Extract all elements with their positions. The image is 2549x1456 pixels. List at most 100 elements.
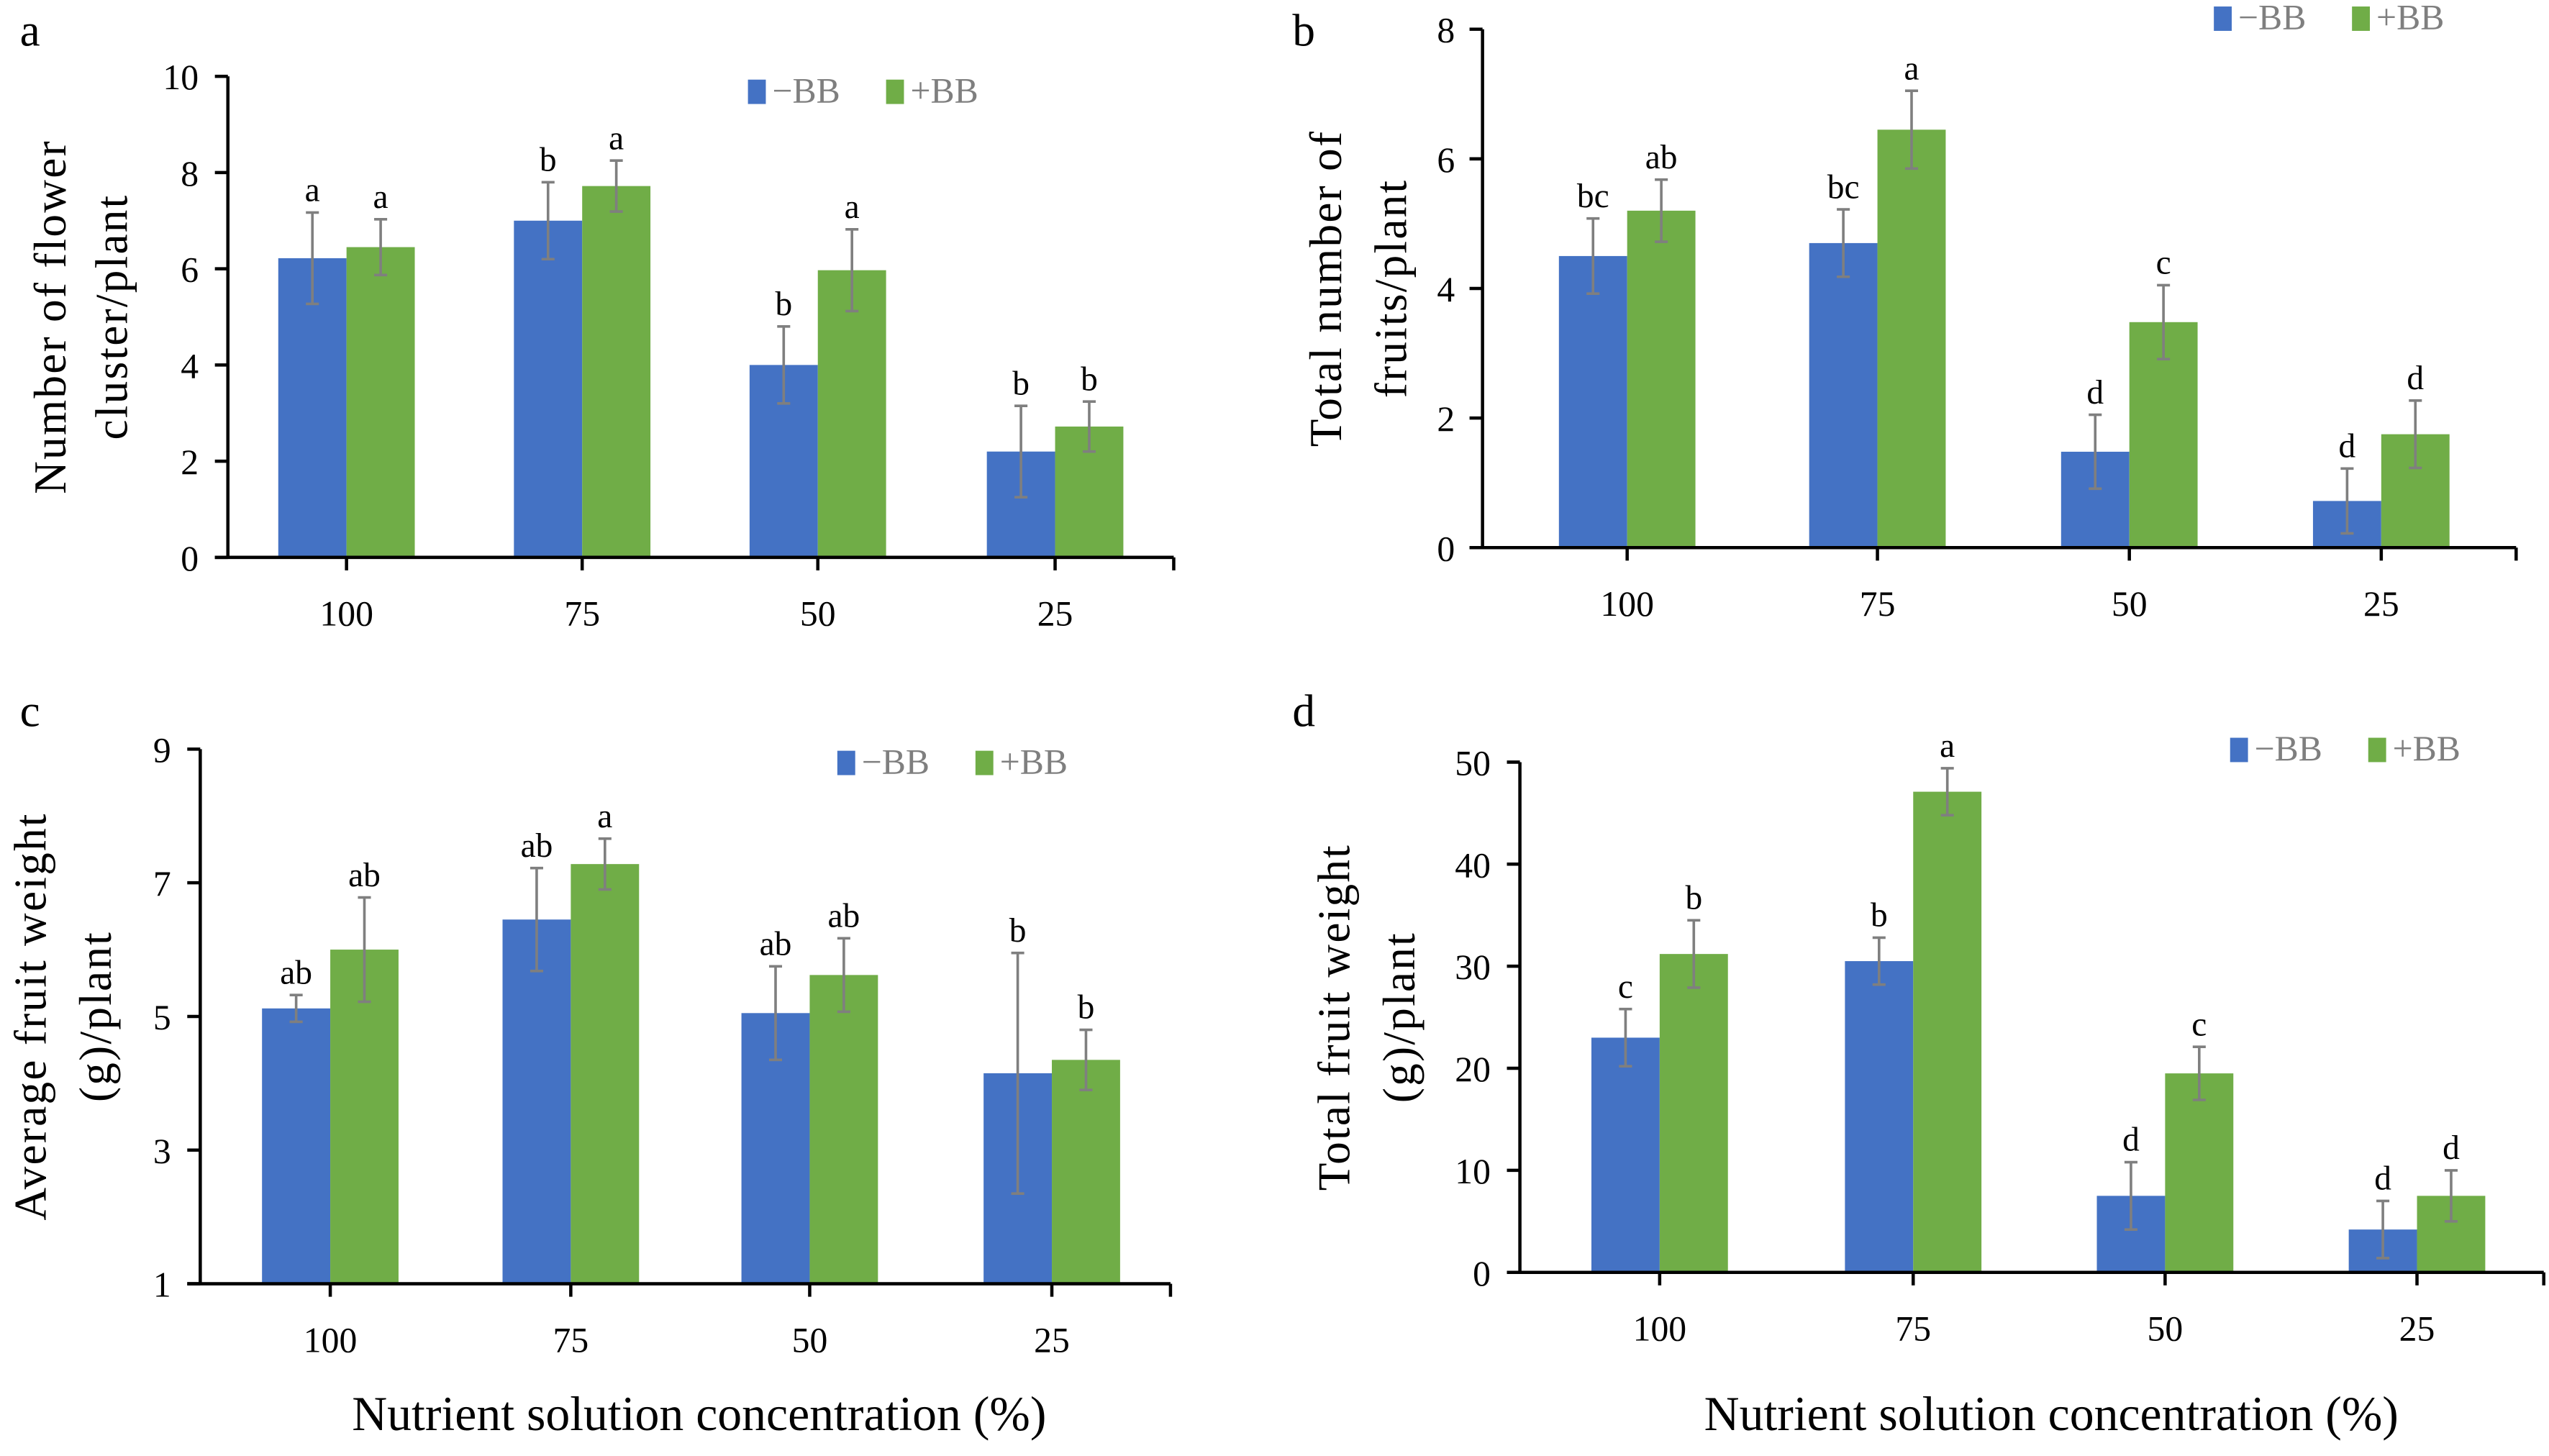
error-bar (598, 837, 612, 891)
y-tick-label: 7 (153, 864, 171, 904)
significance-letter: ab (280, 954, 312, 991)
panel-letter: b (1292, 5, 1315, 55)
y-tick-label: 4 (181, 346, 199, 386)
significance-letter: b (1012, 365, 1030, 402)
bar-minus-bb-100 (262, 1008, 331, 1284)
y-tick-label: 30 (1455, 947, 1491, 987)
y-axis-label: cluster/plant (87, 194, 137, 440)
bar-plus-bb-75 (1913, 791, 1982, 1273)
legend-swatch-plus-bb (2352, 6, 2371, 31)
x-tick-label: 100 (319, 594, 373, 634)
bar-plus-bb-50 (809, 975, 878, 1284)
y-axis-label: Number of flower (25, 140, 76, 494)
x-tick-label: 75 (564, 594, 600, 634)
legend-label-minus-bb: −BB (862, 742, 930, 781)
legend-swatch-plus-bb (975, 750, 994, 775)
legend-label-plus-bb: +BB (2376, 0, 2444, 37)
bar-minus-bb-100 (278, 258, 347, 558)
legend-label-minus-bb: −BB (2255, 729, 2322, 768)
panel-letter: d (1292, 686, 1315, 737)
significance-letter: d (2374, 1160, 2391, 1198)
y-tick-label: 4 (1437, 270, 1455, 309)
bar-plus-bb-75 (571, 864, 640, 1284)
x-tick-label: 75 (1860, 584, 1896, 624)
bar-minus-bb-75 (1845, 961, 1914, 1273)
y-axis-label: (g)/plant (1374, 932, 1425, 1103)
bar-minus-bb-75 (502, 919, 571, 1284)
y-tick-label: 6 (181, 250, 199, 290)
y-tick-label: 3 (153, 1132, 171, 1171)
error-bar (374, 217, 388, 277)
error-bar (1837, 208, 1850, 278)
significance-letter: a (305, 172, 320, 209)
significance-letter: a (373, 178, 389, 216)
significance-letter: ab (828, 897, 860, 934)
error-bar (289, 993, 303, 1024)
y-tick-label: 40 (1455, 845, 1491, 885)
legend-swatch-minus-bb (2214, 6, 2232, 31)
bar-plus-bb-75 (582, 186, 651, 558)
error-bar (1655, 178, 1668, 243)
error-bar (2409, 399, 2422, 470)
significance-letter: c (2156, 245, 2171, 282)
y-tick-label: 10 (163, 58, 199, 97)
y-tick-label: 2 (181, 442, 199, 482)
legend-swatch-minus-bb (2230, 737, 2248, 763)
y-axis-label: Total fruit weight (1309, 844, 1359, 1191)
significance-letter: d (2443, 1129, 2460, 1167)
error-bar (2124, 1160, 2137, 1231)
error-bar (1872, 936, 1886, 986)
y-axis-label: Total number of (1301, 130, 1351, 447)
significance-letter: b (540, 141, 557, 178)
y-tick-label: 1 (153, 1265, 171, 1305)
significance-letter: d (2122, 1121, 2140, 1159)
y-tick-label: 10 (1455, 1152, 1491, 1191)
y-axis-label: (g)/plant (71, 931, 121, 1102)
panel-letter: a (20, 5, 40, 55)
error-bar (1586, 217, 1600, 295)
error-bar (2089, 413, 2102, 491)
panel-a: a Number of flower cluster/plant a b b b a a a b 0 2… (20, 5, 1176, 634)
y-tick-label: 20 (1455, 1050, 1491, 1089)
error-bar (768, 965, 783, 1062)
legend-label-plus-bb: +BB (1000, 742, 1068, 781)
y-axis-label: fruits/plant (1366, 179, 1416, 399)
x-tick-label: 25 (1034, 1320, 1070, 1360)
bar-plus-bb-100 (346, 247, 415, 558)
bar-minus-bb-75 (514, 220, 583, 558)
significance-letter: ab (521, 827, 553, 865)
panel-b: b Total number of fruits/plant bc bc d d ab a c d 0… (1292, 0, 2518, 624)
legend: −BB +BB (2214, 0, 2444, 37)
significance-letter: d (2339, 428, 2356, 465)
y-tick-label: 8 (1437, 11, 1455, 50)
error-bar (306, 211, 319, 306)
error-bar (358, 896, 371, 1004)
y-tick-label: 8 (181, 154, 199, 194)
error-bar (1079, 1028, 1093, 1091)
y-tick-label: 50 (1455, 744, 1491, 783)
significance-letter: ab (760, 925, 792, 963)
x-tick-label: 50 (2148, 1309, 2184, 1349)
significance-letter: b (1685, 880, 1702, 917)
y-tick-label: 9 (153, 730, 171, 770)
x-tick-label: 100 (1633, 1309, 1687, 1349)
x-tick-label: 25 (1037, 594, 1073, 634)
error-bar (2340, 467, 2354, 535)
error-bar (1904, 89, 1919, 170)
bar-minus-bb-100 (1591, 1037, 1660, 1273)
legend: −BB +BB (748, 70, 978, 110)
x-tick-label: 50 (2112, 584, 2148, 624)
significance-letter: c (2191, 1006, 2207, 1043)
error-bar (2444, 1169, 2458, 1223)
significance-letter: a (1904, 50, 1919, 87)
y-tick-label: 0 (1437, 529, 1455, 568)
error-bar (1011, 951, 1024, 1195)
error-bar (1082, 400, 1096, 453)
legend-swatch-plus-bb (886, 79, 904, 104)
x-tick-label: 100 (1600, 584, 1654, 624)
bar-plus-bb-25 (1052, 1060, 1120, 1284)
y-tick-label: 6 (1437, 140, 1455, 180)
significance-letter: bc (1577, 178, 1609, 215)
significance-letter: b (1871, 897, 1888, 934)
